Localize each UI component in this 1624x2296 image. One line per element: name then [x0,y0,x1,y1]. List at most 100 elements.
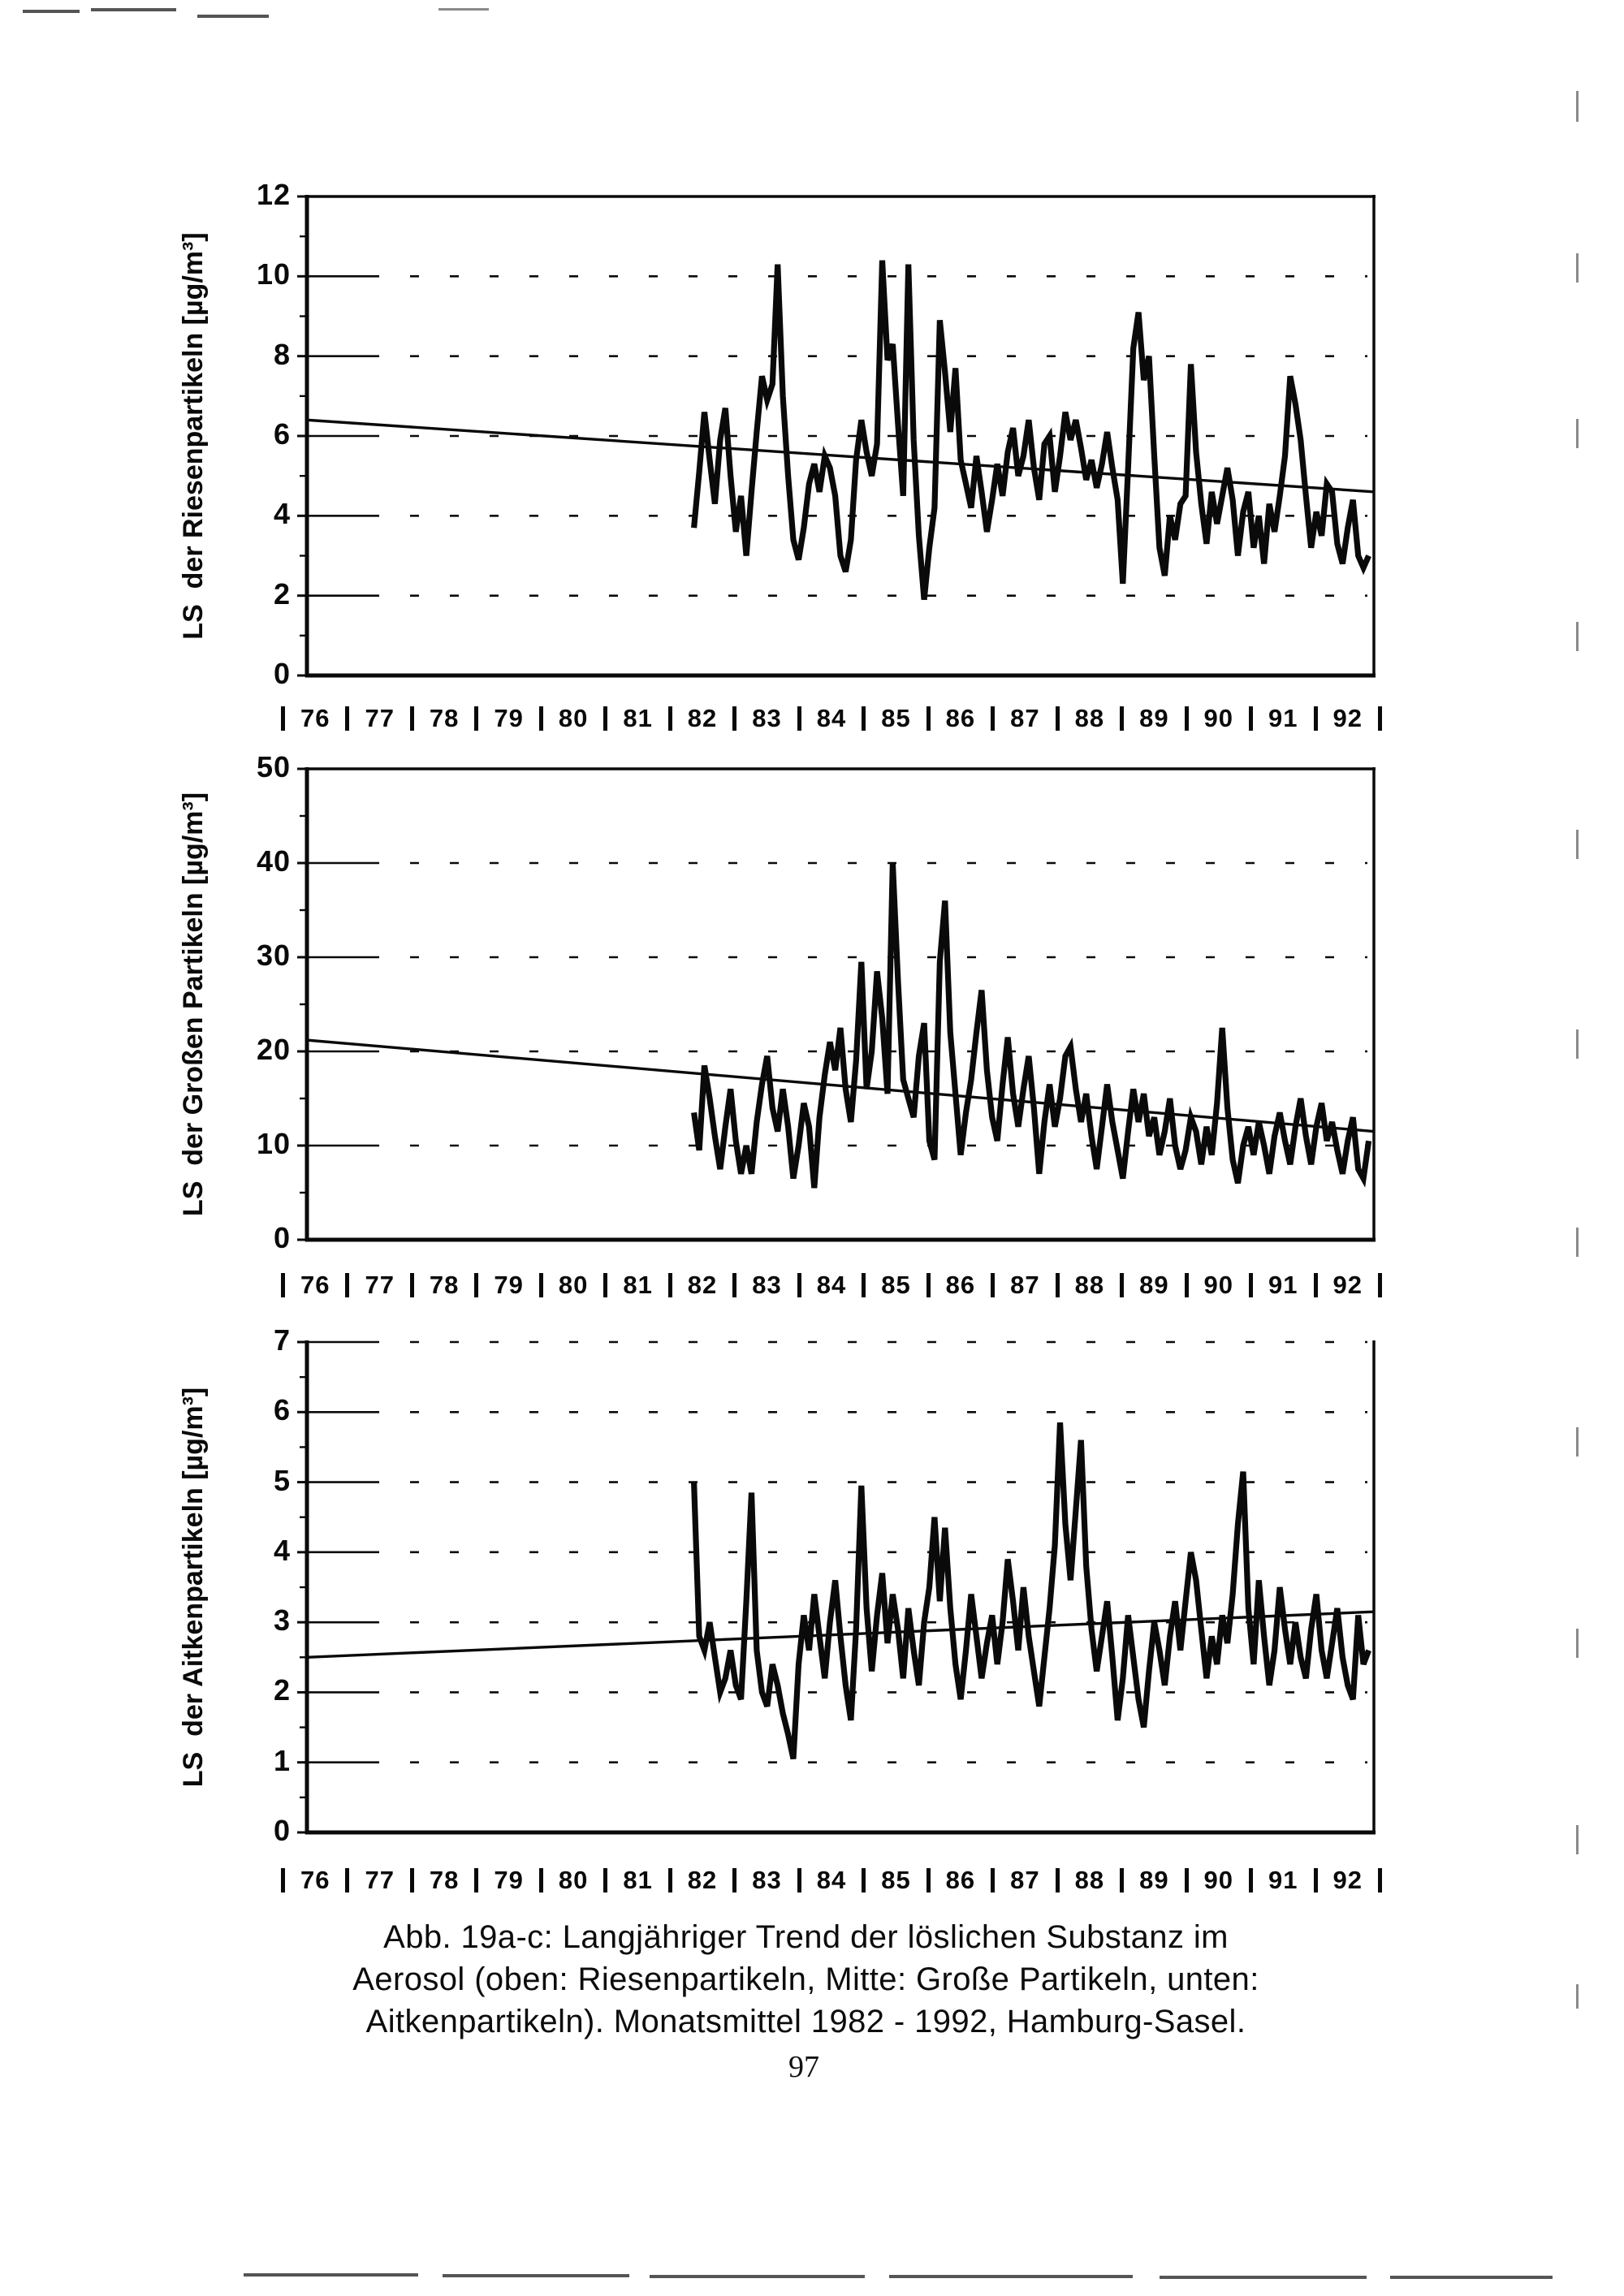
year-separator [732,706,737,731]
x-tick-label: 79 [494,1866,524,1894]
y-tick-label: 30 [256,939,291,972]
scan-artifact-bottom-dash-3 [650,2275,865,2278]
x-tick-label: 85 [881,1271,911,1299]
year-separator [991,1868,996,1892]
x-tick-label: 83 [752,1271,782,1299]
scan-artifact-bottom-dash-2 [443,2274,629,2277]
x-tick-label: 83 [752,1866,782,1894]
x-tick-label: 91 [1268,1271,1298,1299]
year-separator [603,706,608,731]
year-separator [1377,706,1382,731]
year-separator [1313,706,1318,731]
y-tick-label: 12 [256,178,291,211]
y-axis-title-top: LS der Riesenpartikeln [µg/m³] [178,232,209,640]
year-separator [1120,706,1125,731]
y-tick-label: 6 [273,417,291,451]
trend-line-middle [306,1038,1375,1133]
year-separator [538,1273,543,1297]
x-tick-label: 86 [945,1866,976,1894]
x-tick-label: 90 [1203,1866,1234,1894]
x-tick-label: 79 [494,704,524,732]
y-tick-label: 4 [273,1533,291,1567]
x-tick-label: 87 [1010,1866,1040,1894]
year-separator [1184,1273,1189,1297]
x-tick-label: 89 [1139,1271,1169,1299]
year-separator [1055,1868,1060,1892]
scan-artifact-top-dash-3 [197,15,269,18]
year-separator [926,706,931,731]
scan-artifact-bottom-dash-1 [244,2273,418,2277]
x-tick-label: 78 [429,1866,460,1894]
year-separator [281,1868,285,1892]
scan-artifact-right-mark-3 [1576,419,1579,448]
x-tick-label: 88 [1074,704,1105,732]
year-separator [732,1868,737,1892]
y-tick-label: 8 [273,337,291,371]
year-separator [1249,706,1254,731]
year-separator [474,1868,479,1892]
x-tick-label: 88 [1074,1866,1105,1894]
y-tick-label: 0 [273,657,291,690]
year-separator [667,706,672,731]
x-tick-label: 85 [881,1866,911,1894]
scan-artifact-right-mark-1 [1576,91,1579,122]
x-tick-label: 77 [365,1866,395,1894]
x-tick-label: 82 [687,704,718,732]
x-tick-label: 86 [945,1271,976,1299]
figure-caption: Abb. 19a-c: Langjähriger Trend der lösli… [260,1916,1352,2043]
scan-artifact-top-dash-2 [91,8,176,11]
scan-artifact-right-mark-7 [1576,1228,1579,1257]
x-tick-label: 81 [623,1271,653,1299]
data-line-top [691,260,1371,600]
y-tick-label: 3 [273,1603,291,1638]
x-tick-label: 76 [300,704,330,732]
year-separator [862,1273,866,1297]
caption-line-2: Aerosol (oben: Riesenpartikeln, Mitte: G… [352,1962,1259,1997]
x-tick-label: 89 [1139,1866,1169,1894]
caption-line-1: Abb. 19a-c: Langjähriger Trend der lösli… [383,1919,1229,1955]
year-separator [797,1868,801,1892]
year-separator [1249,1868,1254,1892]
year-separator [345,706,350,731]
scan-artifact-top-dash-1 [23,10,80,13]
x-tick-label: 82 [687,1271,718,1299]
data-line-middle [691,862,1372,1189]
year-separator [1120,1273,1125,1297]
year-separator [281,706,285,731]
year-separator [281,1273,285,1297]
year-separator [797,706,801,731]
y-tick-label: 10 [256,1127,291,1160]
x-tick-label: 90 [1203,704,1234,732]
year-separator [538,1868,543,1892]
y-tick-label: 7 [273,1323,291,1357]
x-tick-label: 86 [945,704,976,732]
y-axis-title-bottom: LS der Aitkenpartikeln [µg/m³] [178,1387,209,1788]
scan-artifact-right-mark-11 [1576,1984,1579,2009]
x-tick-label: 80 [558,1866,589,1894]
x-tick-label: 82 [687,1866,718,1894]
year-separator [345,1868,350,1892]
year-separator [474,706,479,731]
y-tick-label: 2 [273,1673,291,1707]
year-separator [991,706,996,731]
x-tick-label: 77 [365,704,395,732]
scan-artifact-bottom-dash-6 [1390,2276,1553,2279]
year-separator [862,1868,866,1892]
x-tick-label: 85 [881,704,911,732]
y-tick-label: 0 [273,1814,291,1847]
scan-artifact-right-mark-10 [1576,1825,1579,1854]
caption-line-3: Aitkenpartikeln). Monatsmittel 1982 - 19… [365,2004,1246,2039]
year-separator [1055,1273,1060,1297]
x-tick-label: 87 [1010,704,1040,732]
page-number: 97 [788,2050,819,2084]
year-separator [667,1273,672,1297]
scan-artifact-bottom-dash-4 [889,2275,1133,2278]
x-axis-year-row-bottom: 76 77 78 79 80 81 82 83 84 85 86 87 88 89 90 91 92 [281,1865,1382,1896]
year-separator [1055,706,1060,731]
year-separator [1313,1868,1318,1892]
x-tick-label: 77 [365,1271,395,1299]
scan-artifact-right-mark-4 [1576,622,1579,651]
x-tick-label: 78 [429,1271,460,1299]
year-separator [1377,1273,1382,1297]
